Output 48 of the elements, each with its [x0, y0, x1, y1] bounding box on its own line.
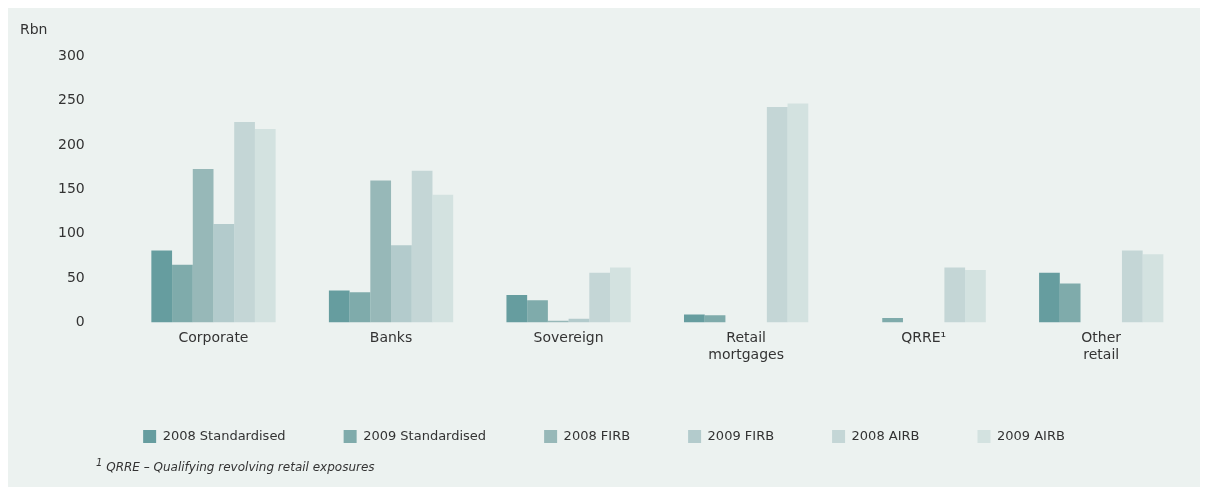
- bar: [254, 129, 276, 323]
- bar: [766, 106, 788, 323]
- y-tick-label: 200: [57, 135, 85, 152]
- y-tick-label: 50: [66, 268, 85, 285]
- y-tick-label: 300: [57, 47, 85, 64]
- x-tick-label: Sovereign: [533, 329, 604, 346]
- bar: [506, 294, 528, 323]
- bar: [965, 270, 986, 323]
- bar: [192, 169, 214, 323]
- bar: [172, 264, 193, 323]
- y-tick-label: 100: [57, 224, 85, 241]
- x-tick-label: Other retail: [1081, 329, 1122, 363]
- bar: [370, 180, 392, 323]
- y-tick-label: 250: [57, 91, 85, 108]
- bar: [1142, 254, 1164, 323]
- bar: [1059, 283, 1081, 323]
- bar: [589, 272, 611, 323]
- bar: [411, 170, 433, 323]
- bar: [787, 103, 809, 323]
- legend-label: 2009 AIRB: [996, 427, 1065, 443]
- legend-label: 2008 FIRB: [563, 427, 631, 443]
- y-tick-label: 0: [75, 313, 85, 330]
- bar: [527, 300, 548, 323]
- bar: [704, 315, 726, 323]
- legend-label: 2008 AIRB: [851, 427, 920, 443]
- bar: [1039, 272, 1060, 323]
- bar: [432, 194, 454, 323]
- bar: [349, 292, 371, 323]
- bar: [234, 122, 255, 323]
- x-tick-label: Banks: [369, 329, 413, 346]
- bar: [391, 245, 412, 323]
- x-tick-label: Retail mortgages: [708, 329, 784, 363]
- bar: [882, 317, 903, 323]
- bar: [213, 223, 235, 323]
- legend-label: 2009 FIRB: [707, 427, 775, 443]
- y-axis-title: Rbn: [20, 20, 48, 37]
- text: $^{1}$ QRRE – Qualifying revolving retail exposures: [95, 456, 376, 476]
- bar: [944, 267, 966, 323]
- bar: [328, 290, 350, 323]
- legend-label: 2008 Standardised: [162, 427, 286, 443]
- bar: [151, 250, 173, 323]
- legend-label: 2009 Standardised: [363, 427, 487, 443]
- y-tick-label: 150: [57, 180, 85, 197]
- bar: [683, 314, 705, 323]
- bar: [1121, 250, 1143, 323]
- x-tick-label: Corporate: [178, 329, 249, 346]
- bar: [610, 267, 631, 323]
- x-tick-label: QRRE¹: [901, 329, 947, 346]
